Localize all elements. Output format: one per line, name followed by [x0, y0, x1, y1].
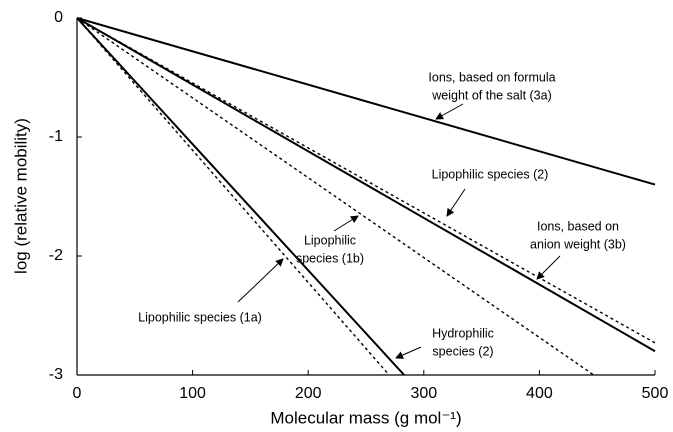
- x-tick-label: 400: [526, 385, 553, 402]
- y-tick-label: -1: [49, 128, 63, 145]
- series-line: [76, 17, 595, 376]
- annotation: Lipophilic: [304, 233, 356, 247]
- annotation: Lipophilic species (2): [432, 167, 549, 181]
- series-line: [76, 17, 390, 376]
- y-axis-title: log (relative mobility): [11, 118, 30, 274]
- series-line: [76, 17, 656, 344]
- annotation: anion weight (3b): [530, 237, 626, 251]
- annotation: Ions, based on: [537, 219, 619, 233]
- x-tick-label: 300: [410, 385, 437, 402]
- annotation: species (2): [432, 344, 493, 358]
- x-axis-title: Molecular mass (g mol⁻¹): [270, 408, 461, 427]
- y-tick-label: -2: [49, 247, 63, 264]
- x-tick-label: 100: [179, 385, 206, 402]
- series-line: [76, 17, 656, 353]
- x-tick-label: 0: [73, 385, 82, 402]
- annotation-arrow: [435, 103, 464, 120]
- annotation-arrow: [536, 255, 561, 280]
- annotation: Lipophilic species (1a): [138, 310, 262, 324]
- annotation-arrow: [395, 346, 422, 359]
- x-tick-label: 500: [642, 385, 669, 402]
- y-tick-label: -3: [49, 366, 63, 383]
- annotation: species (1b): [296, 251, 364, 265]
- annotation-arrow: [237, 258, 284, 303]
- y-tick-label: 0: [54, 9, 63, 26]
- series-line: [76, 17, 656, 186]
- annotation: weight of the salt (3a): [431, 88, 552, 102]
- x-tick-label: 200: [295, 385, 322, 402]
- series-line: [76, 17, 405, 376]
- annotation-arrow: [446, 188, 466, 217]
- annotation: Ions, based on formula: [428, 70, 555, 84]
- annotation-arrow: [333, 215, 359, 232]
- annotation: Hydrophilic: [432, 326, 494, 340]
